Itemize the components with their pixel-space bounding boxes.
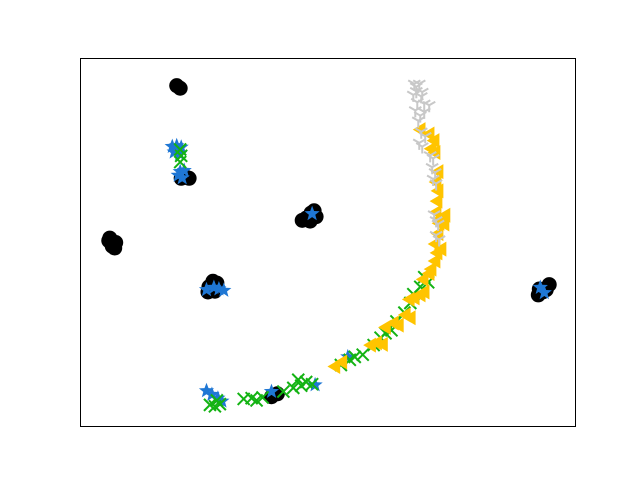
series-2-point-8 bbox=[174, 169, 190, 185]
series-4-point-2 bbox=[334, 354, 348, 370]
series-3-point-7 bbox=[210, 393, 224, 408]
series-4-point-5 bbox=[375, 336, 388, 352]
plot-frame bbox=[80, 58, 576, 427]
series-2-point-16 bbox=[204, 386, 220, 401]
series-2-point-4 bbox=[166, 144, 182, 159]
series-4-point-14 bbox=[416, 284, 430, 300]
series-4-point-15 bbox=[415, 271, 429, 287]
series-2-point-3 bbox=[173, 139, 189, 154]
series-4-point-27 bbox=[428, 204, 442, 220]
series-5-point-9 bbox=[414, 92, 428, 104]
series-4-point-8 bbox=[390, 317, 404, 333]
series-2-point-7 bbox=[170, 167, 186, 182]
series-5-point-14 bbox=[411, 116, 425, 128]
series-2-point-18 bbox=[214, 393, 230, 408]
series-5-point-13 bbox=[422, 100, 436, 113]
series-5-point-27 bbox=[431, 219, 445, 232]
series-2-point-21 bbox=[340, 348, 356, 364]
series-2-point-15 bbox=[198, 382, 215, 398]
series-2-point-22 bbox=[532, 279, 548, 294]
series-5-point-20 bbox=[426, 154, 440, 166]
series-1-point-5 bbox=[107, 240, 123, 256]
series-5-point-24 bbox=[429, 179, 443, 191]
series-3-point-3 bbox=[173, 155, 187, 169]
series-4-point-28 bbox=[429, 193, 443, 209]
series-4-point-21 bbox=[427, 236, 441, 252]
series-4-point-26 bbox=[436, 216, 450, 232]
series-3-point-21 bbox=[356, 347, 370, 362]
series-4-point-4 bbox=[369, 335, 382, 351]
series-3-point-17 bbox=[291, 373, 305, 387]
series-2-point-14 bbox=[304, 205, 320, 221]
series-2-point-20 bbox=[307, 376, 323, 392]
series-2-point-23 bbox=[536, 284, 552, 300]
data-marks bbox=[101, 78, 557, 414]
series-3-point-20 bbox=[348, 350, 362, 364]
series-4-point-10 bbox=[402, 310, 416, 326]
series-2-point-10 bbox=[198, 281, 215, 297]
series-3-point-12 bbox=[276, 384, 291, 399]
series-2-point-13 bbox=[216, 282, 232, 297]
series-3-point-13 bbox=[286, 381, 300, 395]
series-3-point-16 bbox=[305, 377, 319, 391]
series-3-point-11 bbox=[255, 390, 270, 405]
series-2-point-17 bbox=[210, 390, 226, 405]
series-5-point-29 bbox=[432, 235, 446, 247]
series-2-point-9 bbox=[176, 162, 192, 177]
series-1-point-7 bbox=[172, 80, 188, 96]
series-2-point-19 bbox=[263, 383, 280, 398]
series-5-point-18 bbox=[415, 142, 429, 154]
series-4-point-17 bbox=[423, 261, 437, 277]
